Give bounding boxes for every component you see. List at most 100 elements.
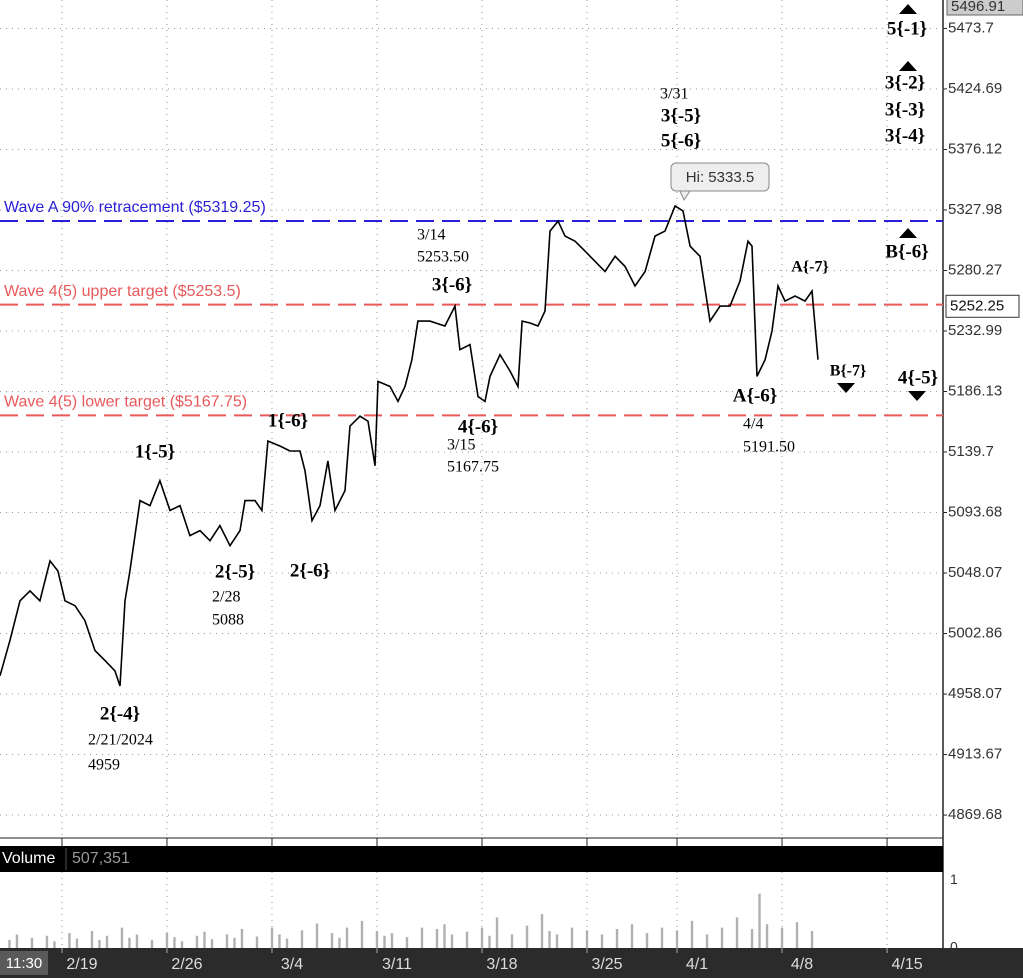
wave-note: 5253.50: [417, 249, 469, 266]
x-tick-label: 3/25: [591, 956, 622, 973]
volume-bar: [338, 937, 341, 948]
volume-bar: [173, 937, 176, 948]
wave-label: 2{-6}: [290, 560, 330, 581]
volume-bar: [210, 939, 214, 948]
volume-bar: [15, 934, 19, 948]
volume-bar: [495, 917, 499, 948]
volume-bar: [180, 941, 184, 948]
volume-bar: [75, 938, 79, 948]
volume-bar: [278, 934, 281, 948]
volume-tick-label: 1: [950, 871, 958, 887]
wave-label: 4{-6}: [458, 416, 498, 437]
volume-bar: [390, 933, 394, 948]
up-arrow: [899, 61, 917, 71]
volume-bar: [383, 935, 386, 948]
volume-bar: [548, 931, 551, 948]
wave-label: B{-7}: [830, 363, 867, 380]
hi-callout: [670, 162, 770, 192]
wave-label: 5{-1}: [887, 18, 927, 39]
wave-label: 1{-6}: [268, 410, 308, 431]
wave-label: 1{-5}: [135, 441, 175, 462]
volume-bar: [585, 930, 589, 948]
volume-bar: [255, 936, 259, 948]
y-tick-label: 5280.27: [948, 261, 1002, 278]
y-tick-label: 4958.07: [948, 685, 1002, 702]
wave-note: 2/21/2024: [88, 732, 153, 749]
wave-note: 4/4: [743, 416, 763, 433]
volume-bar: [375, 931, 379, 948]
x-tick-label: 3/11: [382, 956, 412, 973]
volume-bar: [270, 927, 274, 948]
y-tick-label: 4913.67: [948, 746, 1002, 763]
volume-bar: [450, 934, 454, 948]
y-tick-label: 5048.07: [948, 564, 1002, 581]
volume-bar: [233, 937, 236, 948]
volume-bar: [285, 938, 289, 948]
volume-bar: [488, 935, 491, 948]
volume-bar: [300, 930, 304, 948]
volume-bar: [165, 933, 169, 948]
volume-tick-label: 0: [950, 939, 958, 955]
x-tick-label: 4/8: [791, 956, 813, 973]
volume-bar: [660, 927, 664, 948]
volume-bar: [315, 923, 319, 948]
volume-bar: [45, 935, 49, 948]
volume-bar: [405, 937, 409, 948]
volume-bar: [150, 939, 154, 948]
y-tick-label: 5093.68: [948, 503, 1002, 520]
x-tick-label: 3/18: [486, 956, 517, 973]
volume-bar: [750, 929, 754, 948]
wave-label: 3{-5}: [661, 105, 701, 126]
y-tick-label: 5424.69: [948, 80, 1002, 97]
x-tick-label: 3/4: [281, 956, 303, 973]
wave-label: B{-6}: [885, 241, 928, 262]
y-tick-label: 5473.7: [948, 19, 994, 36]
target-label: Wave 4(5) upper target ($5253.5): [4, 283, 241, 300]
cursor-box: [0, 951, 48, 975]
up-arrow: [899, 4, 917, 14]
volume-bar: [225, 934, 229, 948]
wave-note: 5191.50: [743, 439, 795, 456]
volume-bar: [735, 917, 739, 948]
volume-bar: [570, 927, 574, 948]
wave-note: 5167.75: [447, 459, 499, 476]
volume-bar: [615, 929, 619, 948]
volume-bar: [30, 937, 34, 948]
volume-bar: [135, 934, 139, 948]
volume-bar: [675, 930, 679, 948]
volume-bar: [630, 924, 634, 948]
wave-note: 4959: [88, 757, 120, 774]
volume-bar: [525, 925, 529, 948]
x-tick-label: 2/19: [66, 956, 97, 973]
wave-note: 3/14: [417, 227, 445, 244]
y-tick-label: 5002.86: [948, 625, 1002, 642]
volume-bar: [555, 934, 559, 948]
volume-bar: [443, 924, 446, 948]
x-axis-strip: [0, 948, 1023, 978]
volume-bar: [68, 933, 71, 948]
volume-bar: [90, 931, 94, 948]
volume-bar: [105, 935, 109, 948]
volume-bar: [98, 939, 101, 948]
y-tick-label: 5232.99: [948, 322, 1002, 339]
volume-bar: [690, 920, 694, 948]
down-arrow: [908, 391, 926, 401]
y-tick-label: 5376.12: [948, 140, 1002, 157]
volume-bar: [53, 941, 56, 948]
wave-note: 5088: [212, 612, 244, 629]
volume-bar: [765, 924, 769, 948]
target-label: Wave A 90% retracement ($5319.25): [4, 199, 266, 216]
up-arrow: [899, 228, 917, 238]
price-line: [0, 204, 819, 687]
last-price-label: 5252.25: [950, 297, 1004, 314]
wave-note: 3/31: [660, 86, 688, 103]
volume-bar: [465, 931, 469, 948]
y-tick-label: 5139.7: [948, 443, 994, 460]
cursor-label: 11:30: [6, 955, 42, 972]
volume-bar: [330, 933, 334, 948]
y-tick-label: 5327.98: [948, 201, 1002, 218]
wave-label: 3{-4}: [885, 125, 925, 146]
volume-bar: [720, 927, 724, 948]
